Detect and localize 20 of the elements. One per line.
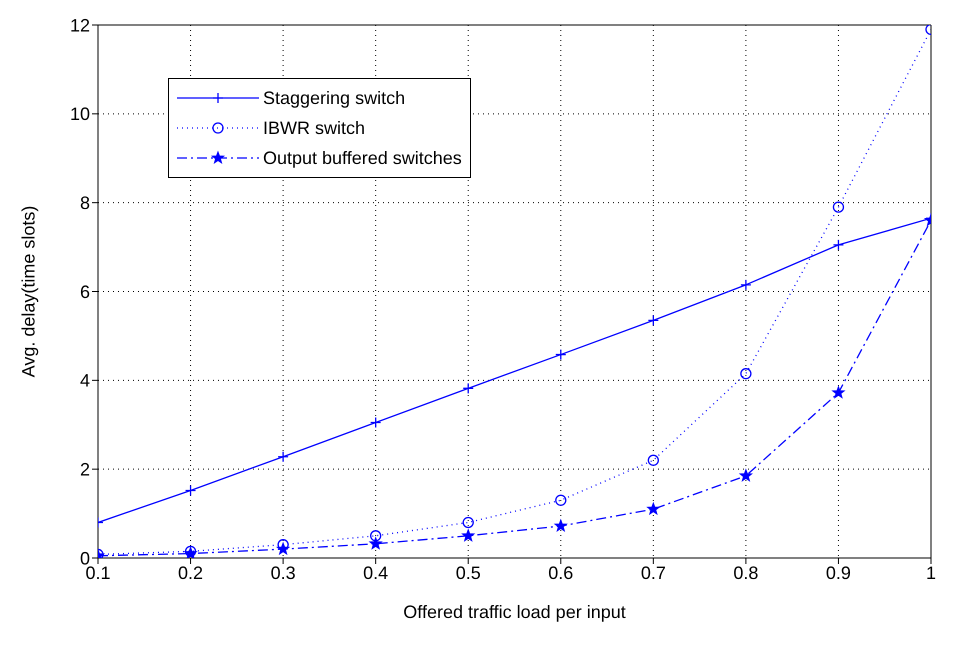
legend-label: Staggering switch: [263, 88, 406, 108]
y-tick-label: 12: [70, 15, 90, 36]
x-tick-label: 0.3: [270, 562, 296, 583]
y-tick-label: 4: [80, 370, 90, 391]
x-tick-label: 0.7: [640, 562, 666, 583]
legend-label: Output buffered switches: [263, 148, 462, 168]
x-tick-label: 0.4: [363, 562, 388, 583]
y-tick-label: 2: [80, 460, 90, 480]
x-tick-label: 0.5: [456, 562, 481, 583]
legend-label: IBWR switch: [263, 118, 366, 138]
x-tick-label: 0.8: [733, 562, 758, 583]
x-tick-label: 0.2: [178, 562, 204, 583]
x-axis-title: Offered traffic load per input: [403, 602, 626, 622]
x-tick-label: 1: [926, 562, 936, 583]
y-tick-label: 10: [70, 104, 90, 124]
x-tick-label: 0.9: [826, 562, 851, 583]
y-tick-label: 6: [80, 282, 90, 302]
x-tick-label: 0.6: [548, 562, 574, 583]
y-axis-title: Avg. delay(time slots): [18, 206, 38, 378]
y-tick-label: 8: [80, 193, 90, 214]
